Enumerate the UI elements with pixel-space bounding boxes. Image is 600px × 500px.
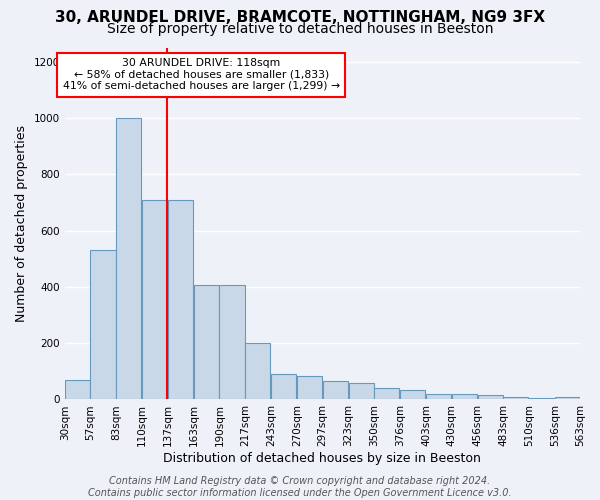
Text: Contains HM Land Registry data © Crown copyright and database right 2024.
Contai: Contains HM Land Registry data © Crown c… (88, 476, 512, 498)
Bar (349, 382, 374, 400)
Bar (194, 286, 219, 400)
Bar (297, 376, 322, 400)
Bar (555, 396, 580, 400)
Bar (374, 388, 400, 400)
Bar (323, 381, 348, 400)
Y-axis label: Number of detached properties: Number of detached properties (15, 125, 28, 322)
Text: 30, ARUNDEL DRIVE, BRAMCOTE, NOTTINGHAM, NG9 3FX: 30, ARUNDEL DRIVE, BRAMCOTE, NOTTINGHAM,… (55, 10, 545, 25)
Bar (116, 118, 142, 400)
Bar (142, 200, 167, 400)
Bar (271, 374, 296, 400)
Bar (503, 396, 529, 400)
Bar (478, 395, 503, 400)
Bar (452, 394, 477, 400)
Bar (426, 394, 451, 400)
Bar (168, 200, 193, 400)
Bar (65, 380, 89, 400)
Bar (529, 398, 554, 400)
Bar (220, 286, 245, 400)
Bar (400, 390, 425, 400)
Text: 30 ARUNDEL DRIVE: 118sqm
← 58% of detached houses are smaller (1,833)
41% of sem: 30 ARUNDEL DRIVE: 118sqm ← 58% of detach… (62, 58, 340, 92)
Bar (245, 343, 271, 400)
X-axis label: Distribution of detached houses by size in Beeston: Distribution of detached houses by size … (163, 452, 481, 465)
Bar (91, 250, 116, 400)
Text: Size of property relative to detached houses in Beeston: Size of property relative to detached ho… (107, 22, 493, 36)
